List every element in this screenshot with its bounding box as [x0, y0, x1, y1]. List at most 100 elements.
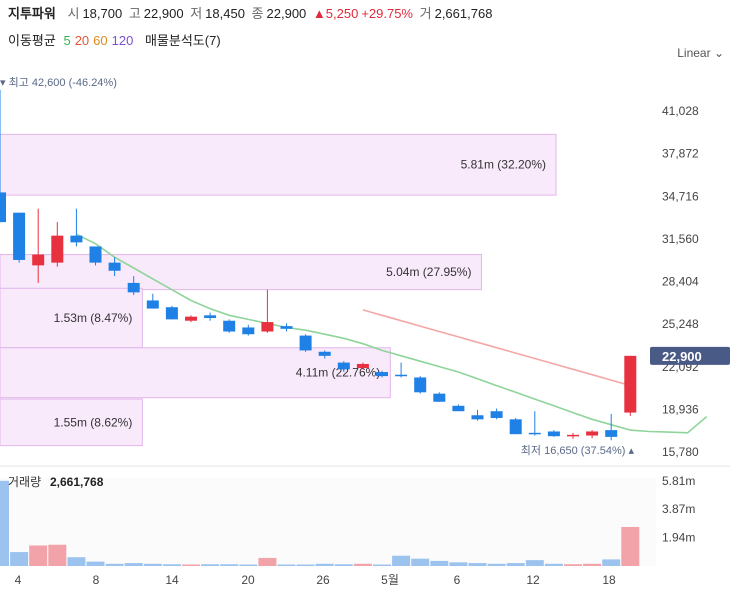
candle-body	[490, 411, 503, 418]
volume-tick-label: 3.87m	[662, 502, 695, 516]
x-tick-label: 12	[526, 573, 540, 587]
indicator-legend: 이동평균 5 20 60 120 매물분석도(7)	[8, 30, 225, 49]
volume-bar	[525, 560, 544, 566]
candle-body	[89, 246, 102, 263]
scale-selector[interactable]: Linear ⌄	[677, 46, 724, 60]
open-label: 시	[67, 6, 80, 21]
volume-bar	[277, 564, 296, 566]
ma-label[interactable]: 이동평균	[8, 33, 56, 48]
candle-body	[223, 320, 236, 332]
volume-value: 2,661,768	[434, 6, 493, 21]
volume-label: 거	[419, 6, 432, 21]
candle-body	[204, 315, 217, 319]
volume-bar	[182, 564, 200, 566]
open-price: 18,700	[82, 6, 123, 21]
x-tick-label: 8	[93, 573, 100, 587]
volume-bar	[564, 564, 582, 566]
volume-bar	[105, 563, 124, 566]
close-price: 22,900	[266, 6, 307, 21]
candle-body	[509, 419, 522, 435]
x-tick-label: 18	[602, 573, 616, 587]
candle-body	[146, 300, 159, 309]
price-tick-label: 34,716	[662, 189, 699, 203]
volume-bar	[86, 561, 105, 566]
low-price: 18,450	[205, 6, 245, 21]
volume-bar	[239, 564, 258, 566]
x-tick-label: 6	[454, 573, 461, 587]
candle-body	[433, 393, 446, 402]
volume-bar	[0, 480, 9, 566]
ma-period-60[interactable]: 60	[93, 33, 108, 48]
volume-profile-label: 1.53m (8.47%)	[54, 311, 133, 325]
candle-body	[0, 192, 6, 223]
volume-profile-bar	[0, 133, 557, 196]
last-price-tag	[650, 346, 730, 365]
volume-bar	[143, 563, 162, 566]
chevron-down-icon: ⌄	[713, 46, 724, 60]
x-tick-label: 5월	[381, 573, 399, 587]
candle-body	[452, 405, 465, 412]
volume-bar	[296, 564, 315, 566]
high-marker: ▾ 최고 42,600 (-46.24%)	[0, 76, 117, 89]
change-percent: +29.75%	[361, 6, 413, 21]
change-amount: ▲5,250	[312, 6, 359, 21]
candle-body	[185, 316, 197, 321]
candle-body	[471, 415, 484, 420]
ma-period-5[interactable]: 5	[63, 33, 71, 48]
x-tick-label: 14	[165, 573, 179, 587]
volume-tick-label: 5.81m	[662, 474, 695, 488]
volume-profile-label: 4.11m (22.76%)	[296, 366, 381, 380]
volume-bar	[201, 564, 220, 566]
volume-bar	[353, 563, 372, 566]
low-marker: 최저 16,650 (37.54%) ▴	[521, 444, 635, 457]
close-label: 종	[251, 6, 264, 21]
volume-bar	[544, 563, 563, 566]
candle-body	[605, 430, 618, 437]
volume-title: 거래량	[8, 475, 41, 489]
ma-period-20[interactable]: 20	[74, 33, 90, 48]
candle-body	[624, 355, 637, 413]
x-tick-label: 26	[316, 573, 330, 587]
price-tick-label: 22,092	[662, 360, 699, 374]
stock-name: 지투파워	[8, 6, 56, 21]
candle-body	[242, 327, 255, 335]
volume-bar	[487, 563, 506, 566]
ma20-line	[362, 309, 631, 387]
volume-bar	[392, 555, 411, 566]
volume-bar	[602, 559, 621, 566]
candle-body	[547, 431, 560, 437]
candle-body	[280, 326, 293, 329]
candle-body	[356, 363, 369, 368]
price-tick-label: 18,936	[662, 402, 699, 416]
price-tick-label: 25,248	[662, 317, 699, 331]
volume-profile-bar	[0, 254, 482, 291]
ma-period-120[interactable]: 120	[111, 33, 134, 48]
candle-body	[395, 374, 408, 377]
candle-body	[70, 235, 83, 243]
volume-bar	[48, 544, 67, 566]
candle-body	[567, 434, 579, 437]
volume-bar	[162, 564, 181, 566]
low-label: 저	[190, 6, 203, 21]
price-tick-label: 31,560	[662, 232, 699, 246]
volume-bar	[10, 552, 29, 566]
candle-body	[261, 322, 274, 332]
volume-bar	[468, 563, 487, 566]
price-tick-label: 41,028	[662, 104, 699, 118]
volume-profile-label[interactable]: 매물분석도(7)	[144, 33, 221, 48]
volume-bar	[334, 564, 353, 566]
volume-bar	[315, 563, 334, 566]
volume-bar	[449, 562, 468, 566]
scale-label: Linear	[677, 46, 711, 60]
ma-periods: 5 20 60 120	[63, 33, 137, 48]
volume-bar	[583, 563, 602, 566]
x-tick-label: 20	[241, 573, 255, 587]
high-label: 고	[128, 6, 141, 21]
price-header: 지투파워 시 18,700 고 22,900 저 18,450 종 22,900 ▲5,…	[8, 3, 495, 21]
price-tick-label: 15,780	[662, 445, 699, 459]
x-tick-label: 4	[15, 573, 22, 587]
candle-body	[586, 431, 599, 436]
candle-body	[32, 254, 45, 266]
volume-bar	[124, 563, 143, 566]
